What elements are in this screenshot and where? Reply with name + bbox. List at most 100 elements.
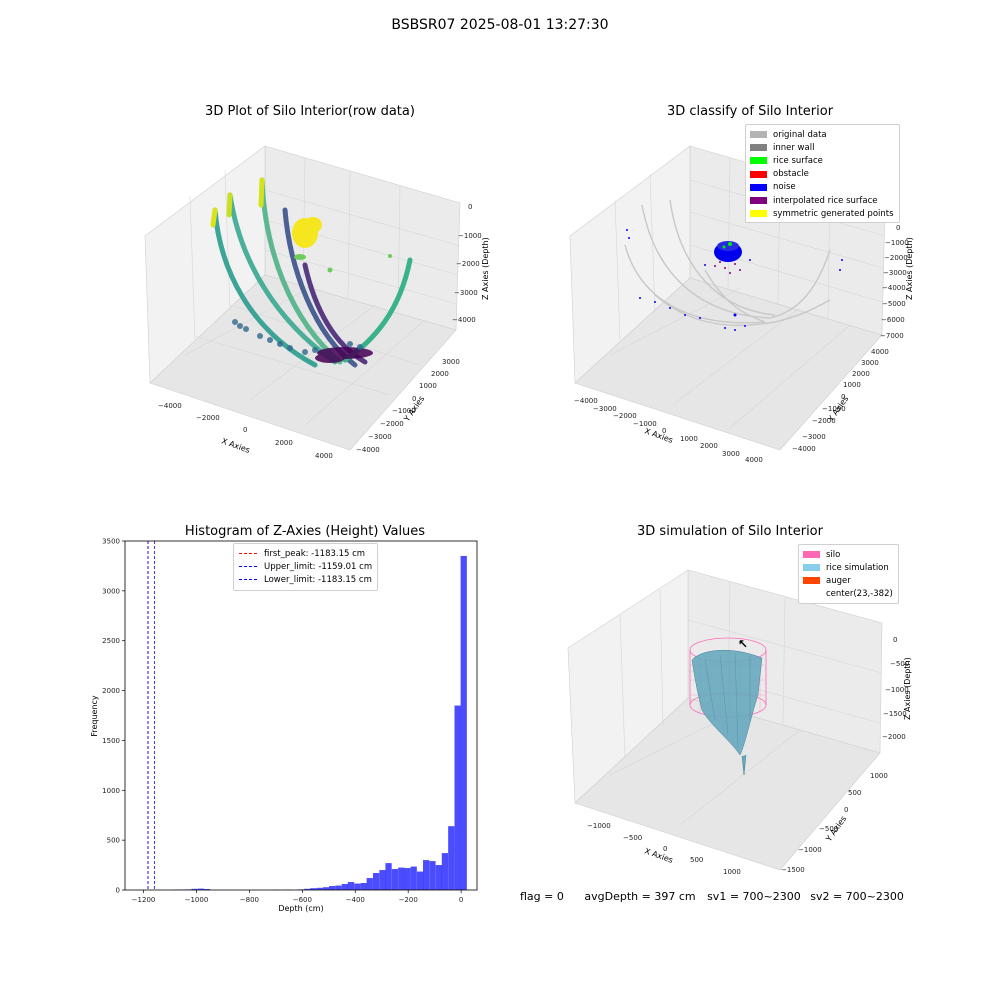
- x-tick-label: −1200: [132, 896, 156, 904]
- histogram-bar: [360, 883, 367, 890]
- simulation-x-tick: −500: [623, 834, 642, 842]
- avg-depth-text: avgDepth = 397 cm: [584, 890, 696, 903]
- legend-swatch: [750, 157, 767, 165]
- legend-label: Lower_limit: -1183.15 cm: [264, 574, 372, 585]
- simulation-z-axis-label: Z Axies (Depth): [903, 657, 912, 720]
- raw-x-tick: 2000: [275, 439, 293, 447]
- classify-y-tick: 1000: [843, 381, 861, 389]
- x-tick-label: −400: [346, 896, 365, 904]
- legend-label: rice surface: [773, 155, 823, 166]
- classify-z-tick: −4000: [882, 284, 906, 292]
- histogram-bar: [304, 888, 311, 890]
- raw-3d-plot: −4000 −2000 0 2000 4000 −4000 −3000 −200…: [144, 145, 490, 460]
- classify-z-tick: −1000: [885, 239, 909, 247]
- raw-y-tick: 1000: [419, 382, 437, 390]
- histogram-bar: [335, 885, 342, 890]
- histogram-chart: −1200 −1000 −800 −600 −400 −200 0 0 500 1000 1500…: [90, 538, 478, 913]
- histogram-bar: [416, 871, 424, 890]
- legend-entry: noise: [750, 181, 894, 194]
- simulation-panel-title: 3D simulation of Silo Interior: [637, 524, 823, 539]
- status-footer: flag = 0 avgDepth = 397 cm sv1 = 700~230…: [520, 890, 914, 903]
- auger-marker-icon: ↖: [738, 637, 748, 651]
- classify-z-tick: −2000: [884, 254, 908, 262]
- classify-x-tick: 2000: [700, 442, 718, 450]
- legend-entry: auger: [803, 574, 893, 587]
- simulation-z-tick: −500: [890, 660, 909, 668]
- histogram-bar: [410, 866, 417, 890]
- histogram-bar: [441, 853, 449, 890]
- classify-z-tick: −6000: [881, 316, 905, 324]
- simulation-3d-plot: ↖ −1000 −500 0 500 1000 −1500 −1000 −500…: [567, 569, 912, 876]
- classify-y-tick: 0: [841, 393, 845, 401]
- legend-entry: Lower_limit: -1183.15 cm: [239, 573, 372, 586]
- histogram-bar: [429, 861, 436, 890]
- raw-z-tick: 0: [468, 203, 472, 211]
- simulation-x-tick: 0: [663, 845, 667, 853]
- classify-z-axis-label: Z Axies (Depth): [905, 237, 914, 300]
- legend-line: [239, 579, 257, 581]
- raw-y-tick: 0: [412, 395, 416, 403]
- raw-x-tick: 0: [243, 426, 247, 434]
- y-tick-label: 3000: [102, 587, 120, 595]
- raw-panel-title: 3D Plot of Silo Interior(row data): [205, 104, 415, 119]
- classify-x-axis-label: X Axies: [643, 426, 674, 445]
- classify-x-tick: −1000: [633, 420, 657, 428]
- histogram-bar: [197, 888, 205, 890]
- legend-entry: rice simulation: [803, 561, 893, 574]
- histogram-bar: [366, 878, 373, 890]
- y-tick-label: 0: [116, 887, 120, 895]
- legend-swatch: [803, 577, 820, 585]
- histogram-bar: [203, 889, 211, 890]
- legend-entry: silo: [803, 548, 893, 561]
- legend-label: center(23,-382): [826, 589, 893, 600]
- simulation-panel: 3D simulation of Silo Interior: [530, 520, 970, 890]
- legend-label: Upper_limit: -1159.01 cm: [264, 561, 373, 572]
- legend-line: [239, 553, 257, 555]
- histogram-title: Histogram of Z-Axies (Height) Values: [184, 524, 426, 539]
- classify-y-tick: 4000: [871, 348, 889, 356]
- legend-swatch: [750, 183, 767, 191]
- legend-entry: symmetric generated points: [750, 207, 894, 220]
- simulation-z-tick: −1000: [885, 686, 909, 694]
- y-tick-label: 2000: [102, 687, 120, 695]
- raw-y-tick: −4000: [356, 446, 380, 454]
- classify-panel-title: 3D classify of Silo Interior: [666, 104, 834, 119]
- histogram-bar: [404, 868, 411, 890]
- legend-entry: inner wall: [750, 141, 894, 154]
- raw-x-tick: −2000: [196, 414, 220, 422]
- classify-x-tick: 0: [662, 427, 666, 435]
- flag-text: flag = 0: [520, 890, 564, 903]
- histogram-legend: first_peak: -1183.15 cm Upper_limit: -11…: [233, 543, 379, 591]
- legend-entry: rice surface: [750, 154, 894, 167]
- y-tick-label: 1500: [102, 737, 120, 745]
- raw-z-tick: −3000: [454, 289, 478, 297]
- histogram-bar: [372, 873, 380, 890]
- legend-line: [239, 566, 257, 568]
- classify-y-tick: −1000: [822, 405, 846, 413]
- simulation-y-tick: 0: [844, 806, 848, 814]
- histogram-bar: [322, 887, 330, 890]
- legend-swatch: [750, 144, 767, 152]
- legend-swatch: [750, 170, 767, 178]
- classify-z-tick: 0: [896, 224, 900, 232]
- histogram-bar: [341, 884, 349, 890]
- raw-x-tick: 4000: [315, 452, 333, 460]
- simulation-x-tick: 500: [690, 856, 703, 864]
- legend-label: obstacle: [773, 169, 809, 180]
- legend-swatch: [750, 197, 767, 205]
- legend-label: interpolated rice surface: [773, 195, 878, 206]
- classify-panel: 3D classify of Silo Interior: [530, 100, 970, 470]
- histogram-bar: [454, 705, 461, 890]
- histogram-bar: [191, 888, 198, 890]
- x-tick-label: 0: [459, 896, 463, 904]
- histogram-bar: [316, 887, 323, 890]
- x-tick-label: −800: [240, 896, 259, 904]
- histogram-bar: [329, 886, 336, 890]
- classify-y-tick: 3000: [861, 359, 879, 367]
- y-tick-label: 500: [107, 837, 120, 845]
- classify-x-tick: −4000: [574, 397, 598, 405]
- raw-z-tick: −2000: [456, 260, 480, 268]
- simulation-y-tick: −500: [819, 825, 838, 833]
- raw-y-tick: −3000: [368, 433, 392, 441]
- histogram-bar: [354, 883, 361, 890]
